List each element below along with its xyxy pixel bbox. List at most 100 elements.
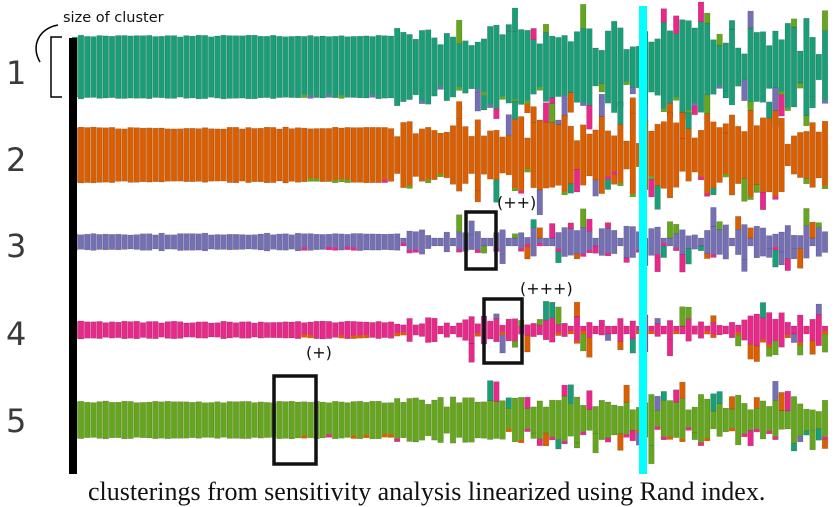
- cluster-5-bar: [536, 400, 543, 440]
- cluster-5-bar: [604, 401, 612, 439]
- cluster-4-bar: [96, 321, 103, 339]
- cluster-4-bar: [251, 322, 258, 338]
- size-bracket: [35, 24, 62, 98]
- cluster-3-segment: [815, 222, 822, 228]
- cluster-3-bar: [307, 233, 314, 251]
- cluster-5-strip: [822, 436, 828, 440]
- cluster-1-bar: [208, 36, 215, 98]
- cluster-2-segment: [704, 94, 711, 114]
- cluster-4-bar: [530, 323, 537, 337]
- cluster-3-bar: [418, 229, 426, 255]
- cluster-3-bar: [561, 227, 568, 257]
- cluster-4-strip: [400, 332, 407, 336]
- cluster-4-bar: [660, 325, 667, 335]
- cluster-4-bar: [257, 321, 264, 339]
- cluster-5-bar: [629, 409, 636, 431]
- cluster-4-bar: [412, 324, 419, 336]
- cluster-1-bar: [505, 30, 512, 104]
- cluster-2-bar: [493, 129, 500, 180]
- cluster-5-bar: [542, 406, 550, 434]
- cluster-5-bar: [505, 408, 512, 432]
- cluster-3-bar: [679, 229, 686, 255]
- cluster-1-bar: [170, 35, 178, 99]
- caption: clusterings from sensitivity analysis li…: [88, 477, 765, 506]
- cluster-4-bar: [127, 321, 134, 339]
- cluster-2-strip: [698, 176, 704, 180]
- cluster-4-bar: [790, 325, 798, 335]
- cluster-1-bar: [536, 43, 543, 91]
- cluster-2-bar: [276, 128, 283, 182]
- cluster-4-bar: [778, 312, 785, 348]
- cluster-1-strip: [499, 96, 506, 100]
- cluster-2-segment: [710, 187, 717, 196]
- cluster-4-bar: [623, 325, 630, 335]
- cluster-3-bar: [394, 233, 401, 251]
- cluster-5-bar: [592, 406, 599, 434]
- cluster-4-segment: [542, 301, 550, 321]
- cluster-1-bar: [443, 33, 450, 101]
- cluster-2-segment: [722, 123, 729, 134]
- cluster-1-bar: [629, 46, 636, 88]
- cluster-4-bar: [549, 317, 556, 343]
- cluster-2-segment: [536, 189, 543, 216]
- cluster-1-bar: [394, 27, 401, 107]
- cluster-5-bar: [716, 403, 723, 437]
- cluster-4-strip: [499, 331, 506, 335]
- cluster-3-bar: [108, 234, 116, 250]
- cluster-4-segment: [617, 341, 624, 351]
- cluster-1-bar: [530, 39, 537, 95]
- cluster-3-segment: [704, 253, 711, 259]
- cluster-2-bar: [766, 117, 773, 193]
- cluster-1-bar: [201, 35, 209, 99]
- cluster-2-bar: [201, 127, 209, 183]
- cluster-2-strip: [307, 178, 314, 182]
- cluster-1-segment: [673, 15, 680, 34]
- cluster-4-bar: [115, 321, 122, 338]
- cluster-5-segment: [753, 397, 760, 409]
- cluster-3-bar: [790, 234, 798, 250]
- cluster-3-bar: [232, 234, 240, 250]
- cluster-2-segment: [530, 106, 537, 123]
- cluster-streams: [71, 1, 829, 465]
- cluster-5-bar: [139, 402, 147, 438]
- cluster-2-bar: [387, 128, 395, 182]
- cluster-1-strip: [524, 100, 531, 104]
- cluster-3-segment: [456, 214, 463, 233]
- cluster-1-segment: [797, 82, 804, 89]
- cluster-2-bar: [480, 135, 488, 175]
- cluster-1-bar: [468, 45, 475, 90]
- cluster-3-bar: [710, 226, 717, 258]
- cluster-5-segment: [648, 445, 655, 465]
- cluster-1-segment: [580, 4, 587, 29]
- cluster-1-strip: [326, 94, 332, 98]
- cluster-5-segment: [592, 433, 599, 454]
- cluster-4-bar: [245, 321, 252, 339]
- cluster-1-bar: [220, 34, 227, 100]
- cluster-5-bar: [728, 408, 736, 432]
- cluster-2-bar: [741, 131, 748, 179]
- cluster-5-bar: [282, 401, 289, 439]
- cluster-5-bar: [766, 406, 773, 435]
- cluster-2-segment: [741, 178, 748, 202]
- cluster-1-bar: [778, 39, 785, 95]
- cluster-3-bar: [685, 235, 692, 249]
- cluster-5-bar: [232, 401, 240, 439]
- cluster-2-bar: [710, 121, 717, 189]
- cluster-5-bar: [369, 400, 376, 440]
- cluster-3-segment: [772, 249, 779, 268]
- cluster-5-segment: [809, 429, 816, 451]
- cluster-4-bar: [276, 322, 283, 339]
- cluster-2-bar: [561, 114, 568, 196]
- cluster-2-bar: [325, 128, 333, 182]
- cluster-1-strip: [419, 100, 425, 104]
- cluster-4-bar: [325, 321, 333, 339]
- cluster-2-bar: [462, 126, 469, 184]
- cluster-5-strip: [394, 438, 400, 442]
- cluster-5-strip: [351, 435, 357, 439]
- cluster-1-bar: [369, 36, 376, 98]
- cluster-2-bar: [226, 127, 233, 183]
- cluster-5-segment: [623, 384, 630, 403]
- cluster-2-bar: [350, 127, 357, 183]
- cluster-4-bar: [797, 314, 804, 346]
- cluster-3-bar: [821, 231, 829, 253]
